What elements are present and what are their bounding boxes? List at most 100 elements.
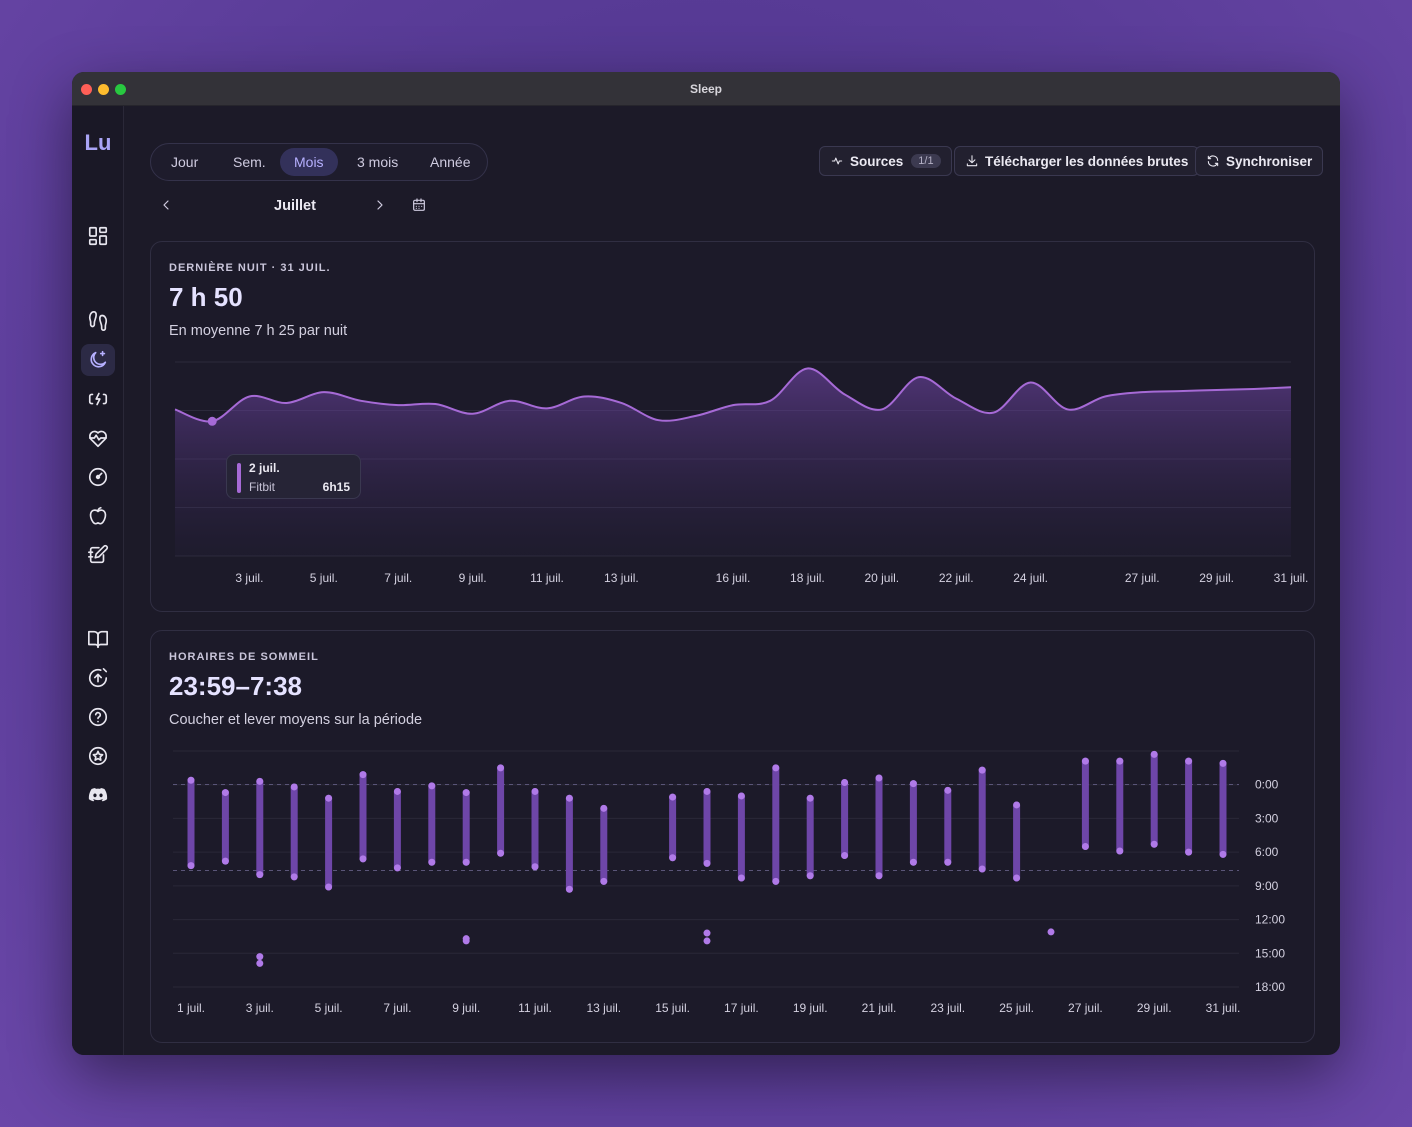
x-tick-label: 9 juil. — [459, 571, 487, 585]
sidebar-item-nutrition[interactable] — [81, 500, 115, 532]
x-tick-label: 5 juil. — [310, 571, 338, 585]
calendar-icon — [413, 198, 425, 211]
x-tick-label: 23 juil. — [930, 1001, 965, 1015]
sidebar-item-discord[interactable] — [81, 779, 115, 811]
nutrition-icon — [89, 506, 107, 525]
bedtime-point — [1219, 759, 1227, 767]
bedtime-point — [497, 764, 505, 772]
x-tick-label: 20 juil. — [864, 571, 899, 585]
x-tick-label: 1 juil. — [177, 1001, 205, 1015]
bedtime-point — [187, 776, 195, 784]
sleep-schedule-chart[interactable]: 0:00 3:00 6:00 9:00 12:00 15:00 18:00 1 juil. 3 … — [151, 631, 1316, 1044]
minimize-window-button[interactable] — [98, 84, 109, 95]
bedtime-point — [565, 794, 573, 802]
sleep-schedule-range: 23:59–7:38 — [169, 671, 302, 701]
x-tick-label: 27 juil. — [1068, 1001, 1103, 1015]
tab-sem[interactable]: Sem. — [233, 154, 266, 170]
wake-point — [1013, 874, 1021, 882]
x-tick-label: 17 juil. — [724, 1001, 759, 1015]
bedtime-point — [703, 787, 711, 795]
wake-point — [428, 858, 436, 866]
nap-point — [462, 937, 470, 945]
nap-point — [703, 937, 711, 945]
wake-point — [497, 849, 505, 857]
duration-area-fill — [175, 368, 1291, 556]
sidebar-item-energy[interactable] — [81, 383, 115, 415]
previous-month-button[interactable] — [158, 197, 178, 217]
gauge-icon — [88, 467, 108, 487]
main-content: Jour Sem. Mois 3 mois Année Sources 1/1 … — [125, 106, 1340, 1055]
x-tick-label: 13 juil. — [586, 1001, 621, 1015]
wake-point — [600, 877, 608, 885]
calendar-button[interactable] — [411, 197, 431, 217]
sync-button[interactable]: Synchroniser — [1195, 146, 1324, 176]
x-tick-label: 3 juil. — [246, 1001, 274, 1015]
tab-mois[interactable]: Mois — [280, 148, 338, 176]
chevron-right-icon — [377, 200, 383, 210]
activity-icon — [88, 311, 108, 331]
x-tick-label: 27 juil. — [1125, 571, 1160, 585]
x-tick-label: 5 juil. — [315, 1001, 343, 1015]
sidebar-item-journal[interactable] — [81, 539, 115, 571]
sources-button[interactable]: Sources 1/1 — [819, 146, 952, 176]
bedtime-point — [1116, 757, 1124, 765]
app-logo[interactable]: Lu — [84, 130, 112, 155]
x-tick-label: 11 juil. — [530, 571, 564, 585]
bedtime-point — [1081, 757, 1089, 765]
last-night-label: DERNIÈRE NUIT · 31 JUIL. — [169, 262, 331, 274]
energy-icon — [88, 392, 108, 406]
sidebar-item-sleep[interactable] — [81, 344, 115, 376]
wake-point — [703, 859, 711, 867]
sidebar-item-activity[interactable] — [81, 305, 115, 337]
discord-icon — [88, 787, 108, 802]
upload-icon — [88, 668, 108, 688]
sidebar-item-gauge[interactable] — [81, 461, 115, 493]
x-tick-label: 29 juil. — [1137, 1001, 1172, 1015]
sync-label: Synchroniser — [1226, 153, 1313, 169]
download-raw-data-button[interactable]: Télécharger les données brutes — [954, 146, 1200, 176]
y-tick-label: 6:00 — [1255, 845, 1279, 859]
wake-point — [669, 854, 677, 862]
download-label: Télécharger les données brutes — [985, 153, 1189, 169]
close-window-button[interactable] — [81, 84, 92, 95]
x-tick-label: 24 juil. — [1013, 571, 1048, 585]
x-tick-label: 18 juil. — [790, 571, 825, 585]
month-label: Juillet — [274, 198, 316, 214]
sidebar-item-heart[interactable] — [81, 422, 115, 454]
x-tick-label: 19 juil. — [793, 1001, 828, 1015]
bedtime-point — [256, 777, 264, 785]
zoom-window-button[interactable] — [115, 84, 126, 95]
bedtime-point — [393, 787, 401, 795]
bedtime-point — [772, 764, 780, 772]
x-tick-label: 7 juil. — [383, 1001, 411, 1015]
sidebar-item-updates[interactable] — [81, 662, 115, 694]
wake-point — [806, 872, 814, 880]
sidebar-item-dashboard[interactable] — [81, 220, 115, 252]
sleep-schedule-label: HORAIRES DE SOMMEIL — [169, 651, 319, 663]
sidebar-item-docs[interactable] — [81, 623, 115, 655]
bedtime-point — [359, 771, 367, 779]
wake-point — [944, 858, 952, 866]
sleep-schedule-subtitle: Coucher et lever moyens sur la période — [169, 712, 423, 728]
y-tick-label: 15:00 — [1255, 946, 1285, 960]
last-night-card: DERNIÈRE NUIT · 31 JUIL. 7 h 50 En moyen… — [150, 241, 1315, 612]
tab-annee[interactable]: Année — [430, 154, 471, 170]
sleep-duration-chart[interactable]: 3 juil. 5 juil. 7 juil. 9 juil. 11 juil. 13 j… — [151, 242, 1316, 613]
bedtime-point — [909, 780, 917, 788]
tab-3-mois[interactable]: 3 mois — [357, 154, 399, 170]
next-month-button[interactable] — [372, 197, 392, 217]
bedtime-point — [290, 783, 298, 791]
x-tick-label: 29 juil. — [1199, 571, 1234, 585]
wake-point — [325, 883, 333, 891]
wake-point — [875, 872, 883, 880]
sidebar-item-favorites[interactable] — [81, 740, 115, 772]
wake-point — [1150, 840, 1158, 848]
bedtime-point — [944, 786, 952, 794]
x-tick-label: 31 juil. — [1206, 1001, 1241, 1015]
bedtime-point — [841, 778, 849, 786]
dashboard-icon — [88, 226, 108, 246]
tab-jour[interactable]: Jour — [171, 154, 199, 170]
heart-icon — [88, 430, 108, 448]
sidebar-item-help[interactable] — [81, 701, 115, 733]
month-navigation: Juillet — [150, 194, 450, 220]
